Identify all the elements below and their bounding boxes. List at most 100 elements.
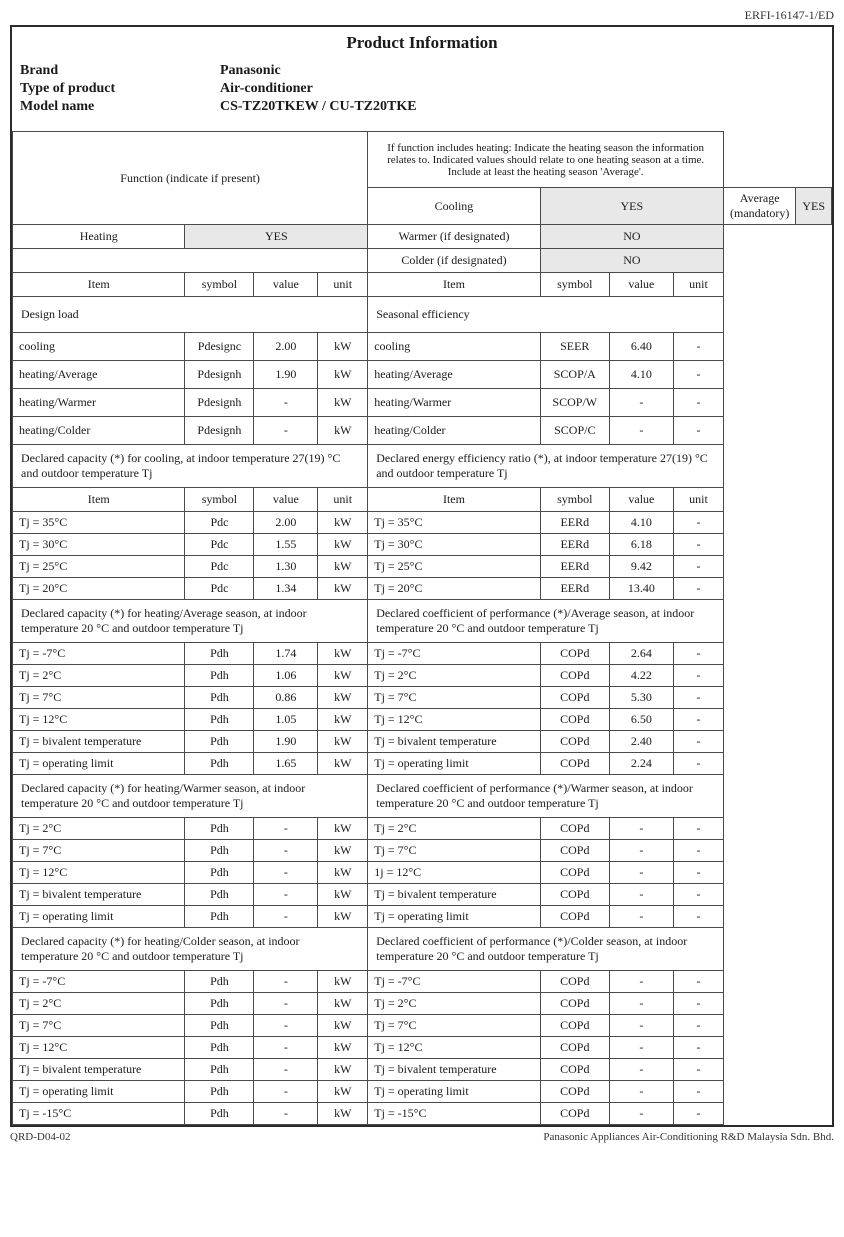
cell-unit-left: kW: [318, 578, 368, 600]
cell-symbol-right: COPd: [540, 643, 609, 665]
cell-unit-left: kW: [318, 1015, 368, 1037]
cell-value-right: 4.10: [609, 361, 673, 389]
cell-item-left: Tj = 7°C: [13, 687, 185, 709]
cell-item-right: Tj = 7°C: [368, 687, 540, 709]
cell-symbol-right: SCOP/W: [540, 389, 609, 417]
avg-left-title: Declared capacity (*) for heating/Averag…: [13, 600, 368, 643]
cell-symbol-left: Pdh: [185, 643, 254, 665]
table-row: Tj = 7°CPdh-kWTj = 7°CCOPd--: [13, 1015, 832, 1037]
cell-symbol-right: EERd: [540, 534, 609, 556]
cell-symbol-right: SCOP/C: [540, 417, 609, 445]
table-row: Tj = 7°CPdh-kWTj = 7°CCOPd--: [13, 840, 832, 862]
coolcap-left-title: Declared capacity (*) for cooling, at in…: [13, 445, 368, 488]
table-row: Tj = 2°CPdh1.06kWTj = 2°CCOPd4.22-: [13, 665, 832, 687]
cell-symbol-right: COPd: [540, 665, 609, 687]
brand-label: Brand: [20, 63, 220, 79]
warm-right-title: Declared coefficient of performance (*)/…: [368, 775, 724, 818]
cell-value-right: 6.18: [609, 534, 673, 556]
cell-value-left: 1.55: [254, 534, 318, 556]
cell-symbol-left: Pdh: [185, 818, 254, 840]
coolcap-right-title: Declared energy efficiency ratio (*), at…: [368, 445, 724, 488]
col-symbol-left: symbol: [185, 273, 254, 297]
cell-value-left: -: [254, 417, 318, 445]
cell-value-right: 2.40: [609, 731, 673, 753]
cell-item-left: Tj = 2°C: [13, 665, 185, 687]
table-row: Tj = -15°CPdh-kWTj = -15°CCOPd--: [13, 1103, 832, 1125]
cell-unit-left: kW: [318, 862, 368, 884]
cell-item-right: Tj = 2°C: [368, 665, 540, 687]
cell-unit-right: -: [673, 971, 723, 993]
cell-value-left: -: [254, 971, 318, 993]
cell-unit-right: -: [673, 333, 723, 361]
cell-item-right: Tj = 7°C: [368, 1015, 540, 1037]
cell-item-left: Tj = operating limit: [13, 1081, 185, 1103]
cell-item-left: Tj = operating limit: [13, 906, 185, 928]
cell-value-right: -: [609, 993, 673, 1015]
cell-value-right: 5.30: [609, 687, 673, 709]
cooling-value: YES: [540, 188, 723, 225]
cell-item-left: Tj = -7°C: [13, 643, 185, 665]
cell-value-right: 4.10: [609, 512, 673, 534]
cell-symbol-left: Pdesignc: [185, 333, 254, 361]
cell-value-right: -: [609, 1059, 673, 1081]
brand-value: Panasonic: [220, 63, 281, 79]
cell-item-right: Tj = 35°C: [368, 512, 540, 534]
cell-unit-left: kW: [318, 971, 368, 993]
cell-item-left: Tj = 7°C: [13, 1015, 185, 1037]
table-row: heating/ColderPdesignh-kWheating/ColderS…: [13, 417, 832, 445]
cell-value-right: -: [609, 884, 673, 906]
cell-unit-left: kW: [318, 753, 368, 775]
cell-value-right: 13.40: [609, 578, 673, 600]
cell-symbol-right: COPd: [540, 1037, 609, 1059]
cell-symbol-left: Pdesignh: [185, 389, 254, 417]
table-row: Tj = 7°CPdh0.86kWTj = 7°CCOPd5.30-: [13, 687, 832, 709]
cell-symbol-right: COPd: [540, 753, 609, 775]
cell-item-right: Tj = bivalent temperature: [368, 731, 540, 753]
cell-symbol-left: Pdc: [185, 556, 254, 578]
cell-unit-right: -: [673, 578, 723, 600]
cell-symbol-left: Pdc: [185, 534, 254, 556]
cell-unit-left: kW: [318, 643, 368, 665]
avg-right-title: Declared coefficient of performance (*)/…: [368, 600, 724, 643]
cell-symbol-left: Pdh: [185, 884, 254, 906]
cell-item-left: Tj = -15°C: [13, 1103, 185, 1125]
cell-value-left: -: [254, 1037, 318, 1059]
cell-unit-left: kW: [318, 1081, 368, 1103]
cell-value-left: -: [254, 993, 318, 1015]
cold-right-title: Declared coefficient of performance (*)/…: [368, 928, 724, 971]
cell-value-left: 1.90: [254, 361, 318, 389]
cell-unit-left: kW: [318, 1103, 368, 1125]
cell-symbol-right: EERd: [540, 578, 609, 600]
cell-value-left: -: [254, 1081, 318, 1103]
cell-item-right: heating/Warmer: [368, 389, 540, 417]
cell-unit-right: -: [673, 753, 723, 775]
col-symbol-right: symbol: [540, 273, 609, 297]
cell-item-left: Tj = bivalent temperature: [13, 731, 185, 753]
cell-unit-right: -: [673, 556, 723, 578]
cell-value-right: 6.40: [609, 333, 673, 361]
cell-value-right: 6.50: [609, 709, 673, 731]
cell-symbol-right: EERd: [540, 556, 609, 578]
cell-unit-left: kW: [318, 333, 368, 361]
cell-item-left: heating/Average: [13, 361, 185, 389]
table-row: heating/WarmerPdesignh-kWheating/WarmerS…: [13, 389, 832, 417]
page-title: Product Information: [12, 27, 832, 57]
cell-unit-left: kW: [318, 417, 368, 445]
cell-item-left: Tj = operating limit: [13, 753, 185, 775]
cell-value-left: -: [254, 1103, 318, 1125]
design-load-title: Design load: [13, 297, 368, 333]
cell-item-right: Tj = -15°C: [368, 1103, 540, 1125]
cell-unit-right: -: [673, 884, 723, 906]
cell-unit-left: kW: [318, 906, 368, 928]
type-value: Air-conditioner: [220, 81, 313, 97]
cell-symbol-left: Pdh: [185, 862, 254, 884]
footer: QRD-D04-02 Panasonic Appliances Air-Cond…: [10, 1131, 834, 1143]
cell-value-left: 1.05: [254, 709, 318, 731]
cell-item-right: Tj = bivalent temperature: [368, 1059, 540, 1081]
cell-symbol-right: COPd: [540, 862, 609, 884]
cell-item-right: Tj = -7°C: [368, 643, 540, 665]
cell-unit-right: -: [673, 643, 723, 665]
cell-item-left: heating/Warmer: [13, 389, 185, 417]
cell-symbol-right: COPd: [540, 818, 609, 840]
average-label: Average (mandatory): [724, 188, 796, 225]
